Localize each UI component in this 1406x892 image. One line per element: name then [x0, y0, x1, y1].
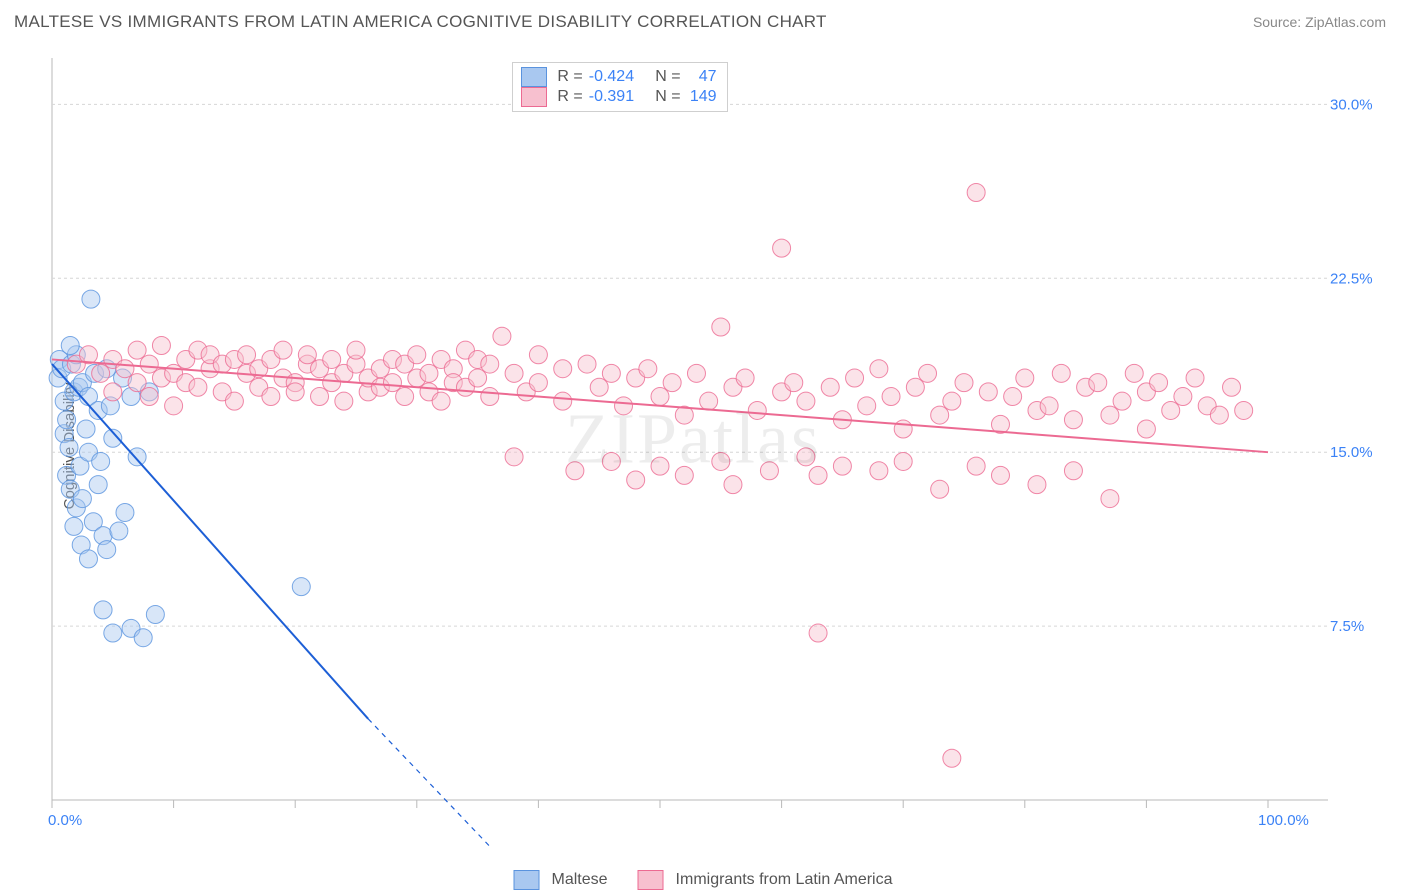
legend-item: Maltese [514, 870, 608, 890]
stats-row: R = -0.424 N = 47 [521, 67, 716, 87]
svg-text:7.5%: 7.5% [1330, 618, 1364, 635]
chart-svg: 7.5%15.0%22.5%30.0% [48, 54, 1338, 824]
chart-title: MALTESE VS IMMIGRANTS FROM LATIN AMERICA… [14, 12, 827, 32]
svg-text:30.0%: 30.0% [1330, 96, 1373, 113]
x-axis-min-label: 0.0% [48, 812, 82, 829]
chart-plot-area: 7.5%15.0%22.5%30.0% ZIPatlas R = -0.424 … [48, 54, 1338, 824]
bottom-legend: Maltese Immigrants from Latin America [514, 870, 893, 890]
source-attribution: Source: ZipAtlas.com [1253, 14, 1386, 30]
svg-text:22.5%: 22.5% [1330, 270, 1373, 287]
correlation-stats-box: R = -0.424 N = 47R = -0.391 N = 149 [512, 62, 727, 112]
stats-row: R = -0.391 N = 149 [521, 87, 716, 107]
svg-text:15.0%: 15.0% [1330, 444, 1373, 461]
legend-item: Immigrants from Latin America [638, 870, 893, 890]
x-axis-max-label: 100.0% [1258, 812, 1309, 829]
